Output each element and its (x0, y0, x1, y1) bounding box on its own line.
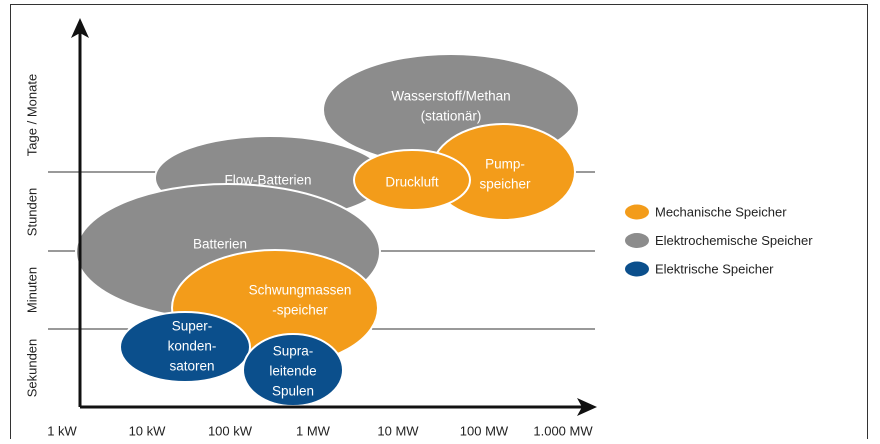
storage-label: Super- (172, 319, 213, 334)
legend-label: Elektrische Speicher (655, 261, 774, 276)
legend-swatch (625, 233, 649, 248)
storage-label: konden- (168, 339, 217, 354)
storage-label: speicher (479, 177, 531, 192)
storage-label: (stationär) (421, 109, 482, 124)
x-label: 10 kW (129, 423, 167, 438)
storage-label: Druckluft (385, 175, 439, 190)
x-label: 1 MW (296, 423, 331, 438)
y-label: Tage / Monate (24, 74, 39, 156)
storage-label: Spulen (272, 384, 314, 399)
x-label: 10 MW (377, 423, 419, 438)
axes (71, 18, 597, 416)
storage-label: -speicher (272, 303, 328, 318)
frame (10, 4, 868, 444)
storage-label: Wasserstoff/Methan (391, 89, 510, 104)
legend-swatch (625, 261, 649, 277)
nodes: Wasserstoff/Methan(stationär)Flow-Batter… (75, 53, 580, 407)
storage-label: Batterien (193, 237, 247, 252)
legend-label: Elektrochemische Speicher (655, 233, 813, 248)
y-arrow (71, 18, 89, 38)
y-label: Minuten (24, 267, 39, 313)
legend-label: Mechanische Speicher (655, 204, 787, 219)
storage-label: leitende (269, 364, 316, 379)
x-label: 100 MW (460, 423, 509, 438)
x-label: 1.000 MW (533, 423, 593, 438)
storage-area (353, 149, 471, 211)
storage-label: satoren (169, 359, 214, 374)
storage-label: Pump- (485, 157, 525, 172)
y-label: Stunden (24, 188, 39, 236)
storage-area (119, 311, 251, 383)
axis-labels: Tage / Monate Stunden Minuten Sekunden 1 kW 1… (24, 74, 593, 439)
legend-swatch (625, 204, 649, 220)
x-label: 1 kW (47, 423, 77, 438)
x-label: 100 kW (208, 423, 253, 438)
legend: Mechanische Speicher Elektrochemische Spe… (625, 204, 813, 277)
x-arrow (577, 398, 597, 416)
storage-label: Supra- (273, 344, 314, 359)
y-label: Sekunden (24, 339, 39, 398)
storage-label: Schwungmassen (249, 283, 352, 298)
